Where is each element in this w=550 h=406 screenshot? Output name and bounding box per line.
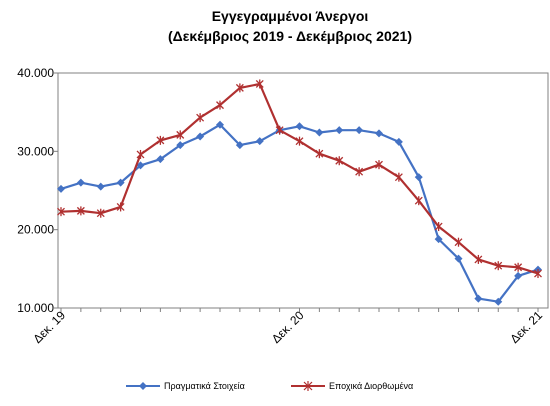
point-actual (514, 271, 523, 280)
point-seasonal (196, 113, 205, 123)
legend-marker-diamond (139, 382, 147, 390)
point-seasonal (375, 160, 383, 170)
point-seasonal (534, 269, 542, 279)
x-tick-label: Δεκ. 21 (507, 308, 545, 346)
point-seasonal (76, 206, 85, 216)
point-actual (474, 294, 483, 303)
point-seasonal (136, 149, 145, 159)
point-seasonal (275, 125, 284, 135)
y-tick-label: 30.000 (17, 144, 54, 158)
point-seasonal (116, 202, 125, 212)
point-actual (76, 178, 85, 187)
point-actual (394, 137, 403, 146)
point-seasonal (474, 254, 483, 264)
point-actual (315, 128, 324, 137)
point-seasonal (176, 130, 185, 140)
legend-marker-asterisk (303, 381, 313, 391)
plot-frame (57, 72, 549, 309)
point-seasonal (514, 262, 523, 272)
y-tick-label: 40.000 (17, 66, 54, 80)
point-seasonal (414, 196, 423, 206)
legend-label-seasonal: Εποχικά Διορθωμένα (329, 381, 413, 391)
point-seasonal (335, 156, 344, 166)
point-seasonal (355, 167, 364, 177)
point-actual (176, 141, 185, 150)
point-actual (156, 155, 165, 164)
point-seasonal (57, 207, 65, 217)
point-seasonal (315, 149, 324, 159)
point-actual (96, 182, 105, 191)
point-actual (295, 122, 304, 131)
point-seasonal (216, 100, 224, 110)
point-actual (335, 126, 344, 135)
point-actual (454, 254, 463, 263)
point-seasonal (434, 222, 443, 232)
point-actual (116, 178, 125, 187)
series-line-seasonal (60, 82, 539, 275)
chart-title: Εγγεγραμμένοι Άνεργοι (212, 8, 369, 24)
x-tick-label: Δεκ. 20 (269, 308, 307, 346)
legend-label-actual: Πραγματικά Στοιχεία (164, 381, 245, 391)
point-seasonal (96, 208, 105, 218)
point-actual (57, 184, 65, 193)
point-seasonal (454, 237, 463, 247)
point-seasonal (295, 136, 304, 146)
point-seasonal (156, 135, 165, 145)
chart-subtitle: (Δεκέμβριος 2019 - Δεκέμβριος 2021) (168, 28, 412, 44)
point-actual (434, 235, 443, 244)
point-actual (375, 129, 383, 138)
point-seasonal (235, 83, 244, 93)
legend: Πραγματικά Στοιχεία Εποχικά Διορθωμένα (126, 381, 413, 391)
series-line-actual (60, 123, 539, 303)
point-actual (355, 126, 364, 135)
point-seasonal (394, 172, 403, 182)
point-actual (136, 161, 145, 170)
point-seasonal (255, 79, 264, 89)
point-actual (196, 132, 205, 141)
point-actual (235, 141, 244, 150)
point-seasonal (494, 261, 503, 271)
point-actual (494, 297, 503, 306)
y-tick-label: 20.000 (17, 223, 54, 237)
y-tick-label: 10.000 (17, 301, 54, 315)
point-actual (216, 120, 224, 129)
point-actual (414, 173, 423, 182)
point-actual (255, 137, 264, 146)
